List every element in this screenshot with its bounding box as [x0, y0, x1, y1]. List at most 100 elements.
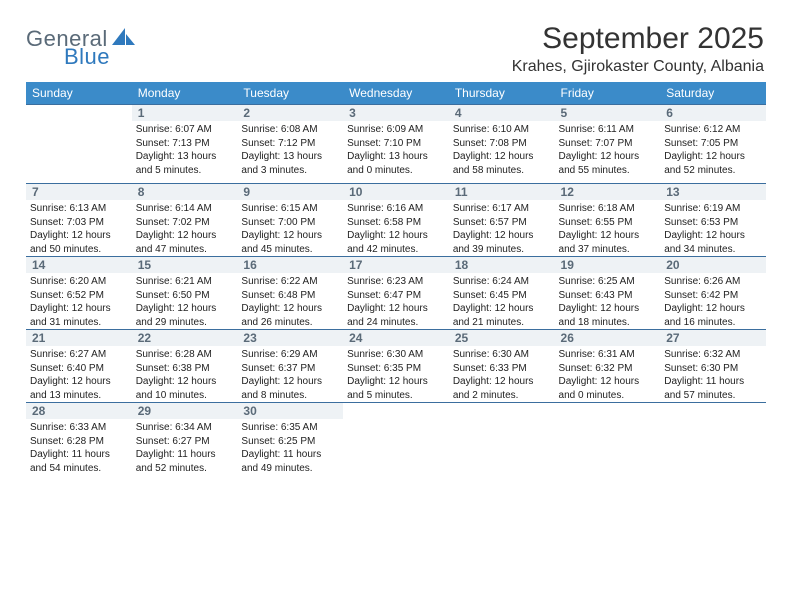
day-number: 5 — [555, 105, 661, 121]
day-cell: 22Sunrise: 6:28 AMSunset: 6:38 PMDayligh… — [132, 330, 238, 403]
daylight2-text: and 54 minutes. — [30, 462, 128, 476]
sunrise-text: Sunrise: 6:22 AM — [241, 275, 339, 289]
empty-cell — [26, 105, 132, 183]
day-cell: 12Sunrise: 6:18 AMSunset: 6:55 PMDayligh… — [555, 184, 661, 257]
daylight1-text: Daylight: 12 hours — [347, 302, 445, 316]
day-details: Sunrise: 6:17 AMSunset: 6:57 PMDaylight:… — [449, 200, 555, 256]
day-cell — [26, 105, 132, 184]
day-details: Sunrise: 6:33 AMSunset: 6:28 PMDaylight:… — [26, 419, 132, 475]
day-details: Sunrise: 6:29 AMSunset: 6:37 PMDaylight:… — [237, 346, 343, 402]
daylight2-text: and 26 minutes. — [241, 316, 339, 330]
daylight1-text: Daylight: 12 hours — [559, 302, 657, 316]
daylight2-text: and 42 minutes. — [347, 243, 445, 257]
logo: General Blue — [26, 28, 136, 68]
sunset-text: Sunset: 6:45 PM — [453, 289, 551, 303]
day-cell: 30Sunrise: 6:35 AMSunset: 6:25 PMDayligh… — [237, 403, 343, 482]
day-cell: 28Sunrise: 6:33 AMSunset: 6:28 PMDayligh… — [26, 403, 132, 482]
sunset-text: Sunset: 6:47 PM — [347, 289, 445, 303]
day-cell: 18Sunrise: 6:24 AMSunset: 6:45 PMDayligh… — [449, 257, 555, 330]
day-details: Sunrise: 6:07 AMSunset: 7:13 PMDaylight:… — [132, 121, 238, 177]
daylight2-text: and 5 minutes. — [136, 164, 234, 178]
sunset-text: Sunset: 6:37 PM — [241, 362, 339, 376]
day-details: Sunrise: 6:15 AMSunset: 7:00 PMDaylight:… — [237, 200, 343, 256]
day-cell: 20Sunrise: 6:26 AMSunset: 6:42 PMDayligh… — [660, 257, 766, 330]
daylight1-text: Daylight: 12 hours — [559, 375, 657, 389]
sunrise-text: Sunrise: 6:28 AM — [136, 348, 234, 362]
day-details: Sunrise: 6:24 AMSunset: 6:45 PMDaylight:… — [449, 273, 555, 329]
sunrise-text: Sunrise: 6:17 AM — [453, 202, 551, 216]
daylight2-text: and 37 minutes. — [559, 243, 657, 257]
day-details: Sunrise: 6:21 AMSunset: 6:50 PMDaylight:… — [132, 273, 238, 329]
sunset-text: Sunset: 7:12 PM — [241, 137, 339, 151]
day-number: 1 — [132, 105, 238, 121]
day-details: Sunrise: 6:34 AMSunset: 6:27 PMDaylight:… — [132, 419, 238, 475]
empty-cell — [449, 403, 555, 481]
sunrise-text: Sunrise: 6:30 AM — [347, 348, 445, 362]
sunset-text: Sunset: 7:13 PM — [136, 137, 234, 151]
day-cell: 8Sunrise: 6:14 AMSunset: 7:02 PMDaylight… — [132, 184, 238, 257]
sunset-text: Sunset: 6:32 PM — [559, 362, 657, 376]
day-details: Sunrise: 6:22 AMSunset: 6:48 PMDaylight:… — [237, 273, 343, 329]
daylight2-text: and 52 minutes. — [136, 462, 234, 476]
sunset-text: Sunset: 7:08 PM — [453, 137, 551, 151]
daylight2-text: and 0 minutes. — [347, 164, 445, 178]
daylight2-text: and 47 minutes. — [136, 243, 234, 257]
days-of-week-row: Sunday Monday Tuesday Wednesday Thursday… — [26, 82, 766, 105]
daylight1-text: Daylight: 12 hours — [136, 229, 234, 243]
week-row: 1Sunrise: 6:07 AMSunset: 7:13 PMDaylight… — [26, 105, 766, 184]
sunrise-text: Sunrise: 6:09 AM — [347, 123, 445, 137]
day-number: 22 — [132, 330, 238, 346]
daylight1-text: Daylight: 12 hours — [453, 375, 551, 389]
sunrise-text: Sunrise: 6:23 AM — [347, 275, 445, 289]
sunset-text: Sunset: 6:48 PM — [241, 289, 339, 303]
daylight1-text: Daylight: 12 hours — [559, 150, 657, 164]
sunset-text: Sunset: 7:05 PM — [664, 137, 762, 151]
day-number: 9 — [237, 184, 343, 200]
day-cell — [555, 403, 661, 482]
daylight1-text: Daylight: 12 hours — [241, 229, 339, 243]
daylight2-text: and 0 minutes. — [559, 389, 657, 403]
day-details: Sunrise: 6:16 AMSunset: 6:58 PMDaylight:… — [343, 200, 449, 256]
daylight1-text: Daylight: 12 hours — [30, 302, 128, 316]
day-cell: 5Sunrise: 6:11 AMSunset: 7:07 PMDaylight… — [555, 105, 661, 184]
daylight1-text: Daylight: 13 hours — [347, 150, 445, 164]
sunset-text: Sunset: 6:28 PM — [30, 435, 128, 449]
sunrise-text: Sunrise: 6:12 AM — [664, 123, 762, 137]
sunset-text: Sunset: 6:40 PM — [30, 362, 128, 376]
day-cell: 11Sunrise: 6:17 AMSunset: 6:57 PMDayligh… — [449, 184, 555, 257]
daylight2-text: and 49 minutes. — [241, 462, 339, 476]
day-number: 24 — [343, 330, 449, 346]
day-details: Sunrise: 6:32 AMSunset: 6:30 PMDaylight:… — [660, 346, 766, 402]
sunrise-text: Sunrise: 6:29 AM — [241, 348, 339, 362]
sunrise-text: Sunrise: 6:19 AM — [664, 202, 762, 216]
sunrise-text: Sunrise: 6:33 AM — [30, 421, 128, 435]
day-number: 15 — [132, 257, 238, 273]
day-details: Sunrise: 6:12 AMSunset: 7:05 PMDaylight:… — [660, 121, 766, 177]
day-number: 17 — [343, 257, 449, 273]
day-details: Sunrise: 6:14 AMSunset: 7:02 PMDaylight:… — [132, 200, 238, 256]
day-details: Sunrise: 6:26 AMSunset: 6:42 PMDaylight:… — [660, 273, 766, 329]
daylight1-text: Daylight: 12 hours — [30, 375, 128, 389]
dow-tuesday: Tuesday — [237, 82, 343, 105]
day-number: 29 — [132, 403, 238, 419]
day-number: 14 — [26, 257, 132, 273]
day-number: 4 — [449, 105, 555, 121]
daylight2-text: and 24 minutes. — [347, 316, 445, 330]
sunset-text: Sunset: 6:53 PM — [664, 216, 762, 230]
daylight2-text: and 39 minutes. — [453, 243, 551, 257]
sunrise-text: Sunrise: 6:11 AM — [559, 123, 657, 137]
daylight1-text: Daylight: 12 hours — [664, 150, 762, 164]
sunrise-text: Sunrise: 6:34 AM — [136, 421, 234, 435]
daylight1-text: Daylight: 12 hours — [136, 375, 234, 389]
day-cell: 27Sunrise: 6:32 AMSunset: 6:30 PMDayligh… — [660, 330, 766, 403]
empty-cell — [555, 403, 661, 481]
day-details: Sunrise: 6:23 AMSunset: 6:47 PMDaylight:… — [343, 273, 449, 329]
sunset-text: Sunset: 6:50 PM — [136, 289, 234, 303]
daylight1-text: Daylight: 12 hours — [559, 229, 657, 243]
day-number: 10 — [343, 184, 449, 200]
daylight1-text: Daylight: 11 hours — [30, 448, 128, 462]
dow-monday: Monday — [132, 82, 238, 105]
day-details: Sunrise: 6:09 AMSunset: 7:10 PMDaylight:… — [343, 121, 449, 177]
header: General Blue September 2025 Krahes, Gjir… — [26, 22, 766, 76]
day-cell: 14Sunrise: 6:20 AMSunset: 6:52 PMDayligh… — [26, 257, 132, 330]
